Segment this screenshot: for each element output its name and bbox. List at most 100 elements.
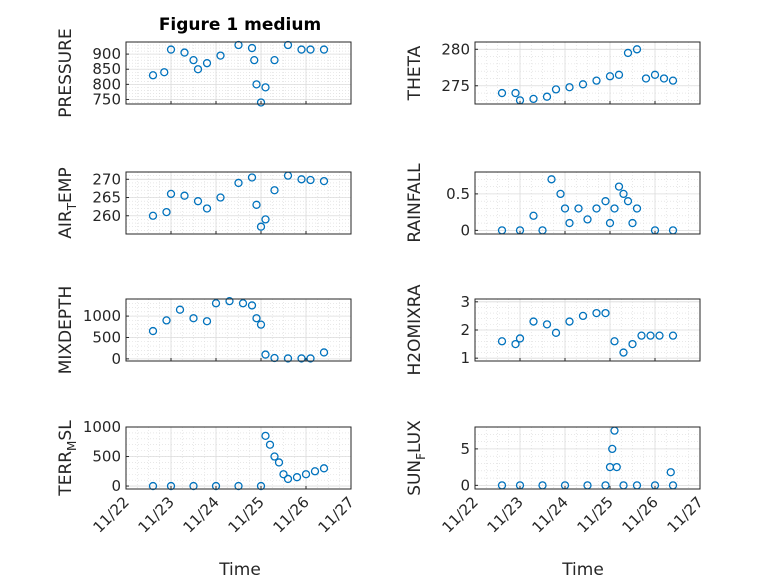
- data-point: [256, 481, 266, 491]
- data-point: [497, 337, 507, 346]
- data-point: [646, 331, 655, 340]
- data-point: [211, 481, 221, 491]
- data-point: [301, 470, 311, 479]
- data-point: [578, 80, 588, 89]
- y-axis-label: SUNFLUX: [405, 420, 428, 496]
- data-point: [319, 176, 329, 186]
- data-point: [148, 71, 158, 80]
- data-point: [283, 354, 293, 363]
- subplot-mixdepth: 0 500 1000 MIXDEPTH: [56, 286, 352, 374]
- x-tick-label: 11/25: [225, 493, 268, 536]
- data-point: [252, 314, 261, 323]
- data-point: [193, 65, 203, 74]
- x-tick-label: 11/26: [270, 493, 313, 536]
- data-point: [511, 339, 520, 349]
- data-point: [515, 334, 525, 343]
- data-point: [306, 175, 315, 185]
- data-point: [148, 481, 158, 491]
- x-tick-label: 11/27: [315, 493, 358, 536]
- data-point: [565, 218, 574, 228]
- y-tick-label: 3: [460, 293, 470, 311]
- data-point: [270, 452, 279, 461]
- data-point: [608, 444, 617, 454]
- y-tick-label: 265: [92, 189, 121, 207]
- y-tick-label: 270: [92, 170, 121, 188]
- data-point: [637, 331, 646, 340]
- data-point: [211, 299, 221, 308]
- data-point: [497, 88, 507, 98]
- data-point: [623, 48, 633, 58]
- data-point: [189, 481, 198, 491]
- data-point: [560, 204, 570, 213]
- data-point: [668, 76, 678, 85]
- data-point: [216, 51, 225, 60]
- data-point: [297, 354, 306, 363]
- axes-box: [125, 298, 352, 362]
- data-point: [166, 481, 176, 491]
- y-tick-label: 800: [92, 75, 121, 93]
- data-point: [623, 197, 633, 206]
- data-point: [610, 337, 619, 346]
- x-tick-label: 11/22: [439, 493, 482, 536]
- data-point: [247, 43, 257, 53]
- axes-box: [125, 41, 352, 105]
- data-point: [256, 320, 266, 329]
- data-point: [148, 211, 158, 220]
- data-point: [306, 45, 315, 54]
- y-tick-label: 900: [92, 45, 121, 63]
- data-point: [279, 470, 288, 479]
- data-point: [162, 316, 171, 325]
- data-point: [578, 311, 588, 321]
- data-point: [628, 339, 637, 349]
- data-point: [612, 462, 621, 472]
- data-point: [252, 80, 261, 89]
- data-point: [297, 175, 306, 184]
- data-point: [216, 193, 225, 202]
- data-point: [614, 182, 624, 191]
- x-tick-label: 11/25: [574, 493, 617, 536]
- y-tick-label: 280: [441, 40, 470, 58]
- y-tick-label: 0.5: [446, 185, 470, 203]
- figure-title: Figure 1 medium: [159, 15, 321, 35]
- y-tick-label: 500: [92, 328, 121, 346]
- data-point: [632, 204, 642, 213]
- y-tick-label: 5: [460, 440, 470, 458]
- data-point: [193, 197, 203, 206]
- x-tick-label: 11/24: [180, 493, 223, 536]
- data-point: [261, 83, 270, 92]
- data-point: [632, 45, 642, 54]
- y-tick-label: 750: [92, 90, 121, 108]
- y-axis-label: AIRTEMP: [56, 167, 79, 238]
- subplot-theta: 275 280 THETA: [405, 40, 701, 105]
- data-point: [189, 314, 198, 323]
- data-point: [256, 98, 266, 107]
- data-point: [225, 296, 234, 306]
- data-point: [319, 45, 329, 54]
- data-point: [610, 204, 619, 213]
- data-point: [511, 88, 520, 98]
- axes-box: [125, 171, 352, 235]
- y-axis-label-rest: LUX: [405, 420, 425, 453]
- data-point: [565, 83, 574, 92]
- data-point: [252, 200, 261, 209]
- data-point: [310, 467, 320, 476]
- data-point: [189, 55, 198, 65]
- data-point: [655, 331, 664, 340]
- axes-box: [474, 426, 701, 490]
- data-point: [261, 215, 270, 224]
- data-point: [542, 92, 552, 101]
- y-tick-label: 0: [111, 477, 121, 495]
- y-axis-label-subscript: T: [65, 202, 79, 211]
- data-point: [666, 468, 675, 477]
- data-point: [605, 72, 615, 81]
- data-point: [283, 474, 293, 484]
- data-point: [238, 299, 248, 308]
- data-point: [234, 481, 243, 491]
- data-point: [551, 85, 561, 94]
- data-point: [256, 222, 266, 231]
- data-point: [542, 320, 552, 329]
- data-point: [529, 317, 538, 326]
- x-tick-label: 11/23: [135, 493, 178, 536]
